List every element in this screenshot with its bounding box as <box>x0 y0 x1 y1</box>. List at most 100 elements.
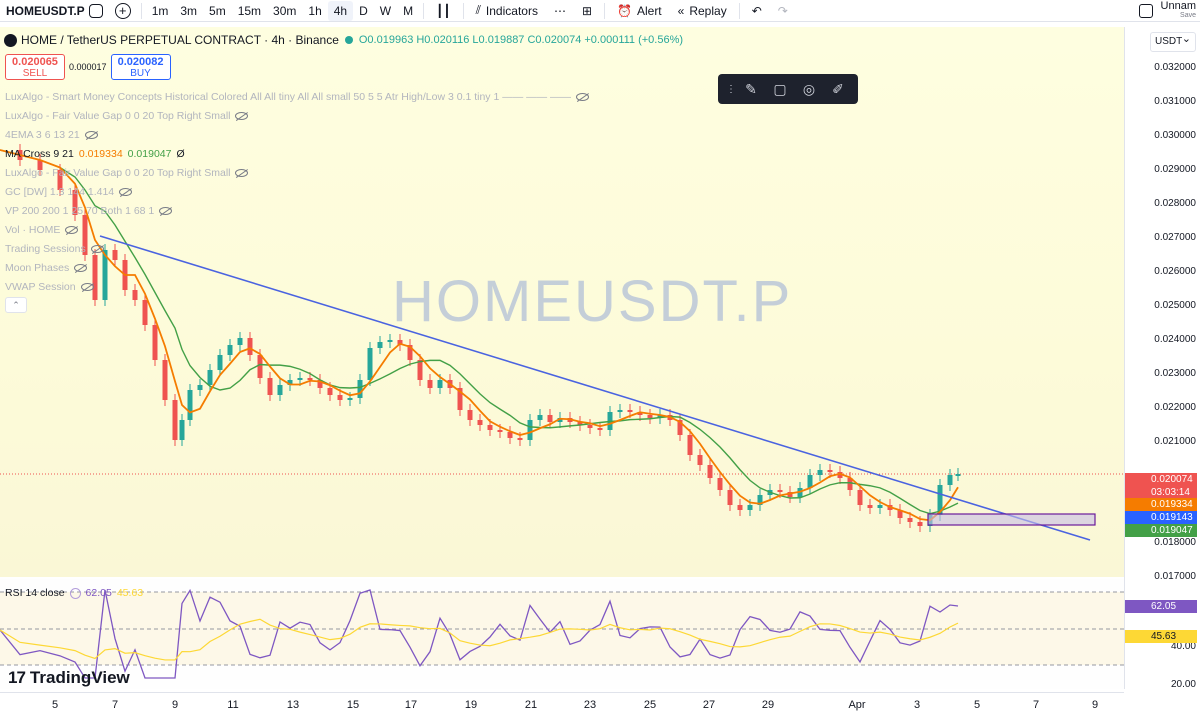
buy-button[interactable]: 0.020082 BUY <box>110 54 171 80</box>
candle-body <box>197 385 203 390</box>
redo-icon: ↷ <box>777 3 788 18</box>
interval-30m[interactable]: 30m <box>273 3 297 18</box>
undo-button[interactable]: ↶ <box>744 0 770 22</box>
tradingview-logo[interactable]: 17 TradingView <box>8 668 130 688</box>
rsi-tick-label: 40.00 <box>1170 641 1196 652</box>
candle-body <box>112 250 118 260</box>
candle-body <box>537 415 543 420</box>
candle-body <box>837 472 843 478</box>
alert-button[interactable]: ⏰ Alert <box>609 0 670 22</box>
interval-5m[interactable]: 5m <box>209 3 226 18</box>
symbol-search[interactable]: HOMEUSDT.P <box>0 0 109 22</box>
hidden-eye-icon[interactable] <box>84 130 98 139</box>
hidden-eye-icon[interactable] <box>65 225 79 234</box>
time-tick-label: 3 <box>913 699 921 711</box>
templates-button[interactable]: ⋯ <box>546 0 574 22</box>
candle-body <box>737 505 743 510</box>
time-tick-label: 19 <box>464 699 478 711</box>
hidden-eye-icon[interactable] <box>159 206 173 215</box>
interval-3m[interactable]: 3m <box>180 3 198 18</box>
hidden-eye-icon[interactable] <box>235 168 249 177</box>
rectangle-icon[interactable]: ▢ <box>773 80 787 97</box>
indicator-row[interactable]: LuxAlgo - Smart Money Concepts Historica… <box>5 87 590 106</box>
indicator-row[interactable]: Vol · HOME <box>5 220 589 239</box>
layout-save-status: Save <box>1180 12 1196 19</box>
candle-body <box>657 415 663 418</box>
candle-type-button[interactable]: ┃┃ <box>428 0 458 22</box>
drag-handle-icon[interactable]: ⋮ <box>726 83 736 95</box>
interval-15m[interactable]: 15m <box>237 3 262 18</box>
candle-body <box>597 428 603 430</box>
replay-button[interactable]: « Replay <box>670 0 735 22</box>
candle-body <box>317 380 323 388</box>
collapse-legend-button[interactable]: ⌃ <box>5 297 27 313</box>
rsi-label[interactable]: RSI 14 close <box>5 587 65 599</box>
main-chart-pane[interactable] <box>0 27 1124 577</box>
indicator-row[interactable]: VWAP Session <box>5 277 589 296</box>
buy-price: 0.020082 <box>117 56 164 68</box>
interval-1h[interactable]: 1h <box>308 3 322 18</box>
rsi-settings-icon[interactable] <box>69 587 81 599</box>
sell-button[interactable]: 0.020065 SELL <box>5 54 65 80</box>
hidden-eye-icon[interactable] <box>119 187 133 196</box>
interval-M[interactable]: M <box>403 3 414 18</box>
legend-title[interactable]: HOME / TetherUS PERPETUAL CONTRACT · 4h … <box>21 33 339 47</box>
buy-label: BUY <box>130 68 151 79</box>
price-axis[interactable] <box>1124 27 1200 689</box>
candle-body <box>72 190 78 215</box>
indicator-row[interactable]: Moon Phases <box>5 258 589 277</box>
target-icon[interactable]: ◎ <box>802 80 816 97</box>
candle-body <box>877 505 883 508</box>
brush-icon[interactable]: ✎ <box>745 80 757 97</box>
hidden-eye-icon[interactable] <box>235 111 249 120</box>
candle-body <box>57 170 63 190</box>
interval-D[interactable]: D <box>359 3 368 18</box>
hidden-eye-icon[interactable] <box>90 244 104 253</box>
pen-icon[interactable]: ✐ <box>832 80 844 97</box>
redo-button[interactable]: ↷ <box>770 0 796 22</box>
interval-W[interactable]: W <box>379 3 392 18</box>
candle-body <box>867 505 873 508</box>
time-tick-label: 29 <box>761 699 775 711</box>
hidden-eye-icon[interactable] <box>80 282 94 291</box>
indicator-row-ma-cross[interactable]: MA Cross 9 21 0.019334 0.019047 Ø <box>5 144 589 163</box>
candle-body <box>947 475 953 485</box>
candle-body <box>807 475 813 488</box>
layouts-button[interactable]: ⊞ <box>574 0 600 22</box>
indicators-label: Indicators <box>485 3 538 18</box>
candle-body <box>247 338 253 355</box>
indicator-row[interactable]: 4EMA 3 6 13 21 <box>5 125 589 144</box>
indicator-row[interactable]: VP 200 200 1 25 70 Both 1 68 1 <box>5 201 589 220</box>
fullscreen-button[interactable] <box>1131 0 1161 22</box>
compare-plus-icon[interactable]: + <box>114 2 131 19</box>
hidden-eye-icon[interactable] <box>576 92 590 101</box>
candle-body <box>687 435 693 455</box>
replay-label: Replay <box>689 3 727 18</box>
indicator-row[interactable]: LuxAlgo - Fair Value Gap 0 0 20 Top Righ… <box>5 163 589 182</box>
indicator-row[interactable]: LuxAlgo - Fair Value Gap 0 0 20 Top Righ… <box>5 106 589 125</box>
currency-select[interactable]: USDT <box>1150 30 1196 52</box>
candle-body <box>427 380 433 388</box>
candle-body <box>172 400 178 440</box>
candle-body <box>307 378 313 380</box>
symbol-settings-icon[interactable] <box>88 3 103 18</box>
candle-body <box>142 300 148 325</box>
price-tick-label: 0.023000 <box>1154 368 1196 379</box>
ohlc-values: O0.019963 H0.020116 L0.019887 C0.020074 … <box>358 34 684 46</box>
sell-price: 0.020065 <box>12 56 58 68</box>
indicators-button[interactable]: ⫽ Indicators <box>468 0 546 22</box>
candle-body <box>152 325 158 360</box>
candle-body <box>857 490 863 505</box>
layout-name[interactable]: Unnam Save <box>1161 1 1200 21</box>
price-tag: 0.019047 <box>1125 524 1197 537</box>
interval-4h[interactable]: 4h <box>327 0 354 21</box>
indicator-label: GC [DW] 1.3 144 1.414 <box>5 185 115 198</box>
indicator-row[interactable]: GC [DW] 1.3 144 1.414 <box>5 182 589 201</box>
indicator-row[interactable]: Trading Sessions <box>5 239 589 258</box>
candle-body <box>407 345 413 360</box>
interval-1m[interactable]: 1m <box>151 3 169 18</box>
hidden-eye-icon[interactable] <box>74 263 88 272</box>
candle-body <box>617 410 623 412</box>
time-axis[interactable] <box>0 692 1124 719</box>
descending-trendline <box>99 235 1091 541</box>
